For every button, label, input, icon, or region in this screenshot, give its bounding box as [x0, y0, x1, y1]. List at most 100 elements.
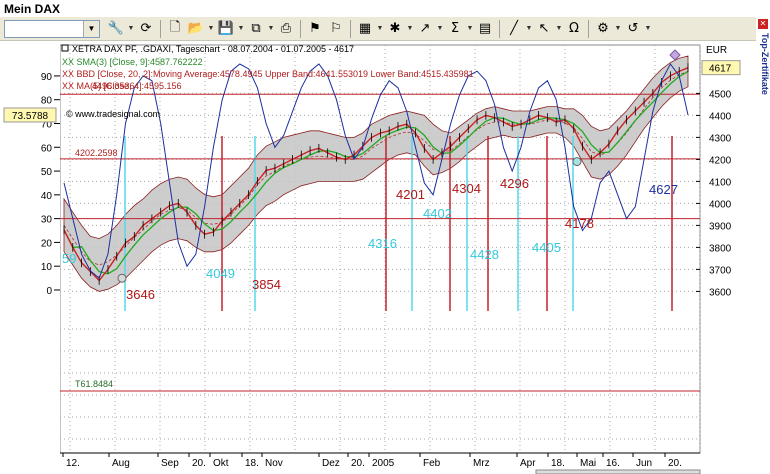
last-price-label: 4617 [709, 64, 732, 75]
dropdown-caret-icon[interactable]: ▼ [376, 25, 384, 32]
osc-tick-label: 10 [41, 262, 53, 273]
osc-marker-box [3, 107, 57, 123]
flag-left-icon[interactable]: ⚑ [309, 21, 321, 36]
plot-area [59, 44, 701, 454]
draw-line-icon[interactable]: ╱ [510, 21, 518, 36]
dropdown-caret-icon[interactable]: ▼ [466, 25, 474, 32]
copy-icon[interactable]: ⧉ [251, 21, 261, 36]
price-tick-label: 4400 [709, 111, 732, 122]
legend-entry: XX BBD [Close, 20, 2]:Moving Average:457… [62, 69, 474, 79]
dropdown-caret-icon[interactable]: ▼ [406, 25, 414, 32]
toolbar-separator [160, 19, 161, 38]
x-tick-label: Okt [213, 458, 229, 469]
x-tick-label: Dez [322, 458, 340, 469]
symbol-combo[interactable]: ▼ [4, 19, 100, 38]
cursor-icon[interactable]: ↖ [538, 21, 550, 36]
side-tab[interactable]: ✕ Top-Zertifikate [756, 17, 770, 147]
price-tick-label: 4500 [709, 89, 732, 100]
properties-icon[interactable]: ▤ [478, 21, 492, 36]
osc-tick-label: 30 [41, 215, 53, 226]
price-tick-label: 3700 [709, 265, 732, 276]
flag-right-icon[interactable]: ⚐ [330, 21, 342, 36]
refresh-icon[interactable]: ⟳ [140, 21, 152, 36]
price-line [63, 67, 689, 282]
last-price-box [701, 60, 741, 76]
open-folder-icon[interactable]: 📂 [187, 21, 205, 36]
chart-window-icon[interactable]: ▦ [358, 21, 372, 36]
osc-tick-label: 50 [41, 167, 53, 178]
x-tick-label: 2005 [372, 458, 395, 469]
osc-tick-label: 80 [41, 96, 53, 107]
annotation-red: 3646 [126, 287, 155, 302]
osc-tick-label: 0 [46, 286, 52, 297]
annotation-red: 4296 [500, 176, 529, 191]
annotation-cyan: 4428 [470, 247, 499, 262]
toolbar-separator [499, 19, 500, 38]
legend-entry: XX MA(5) [Close, 4]:4595.156 [62, 81, 182, 91]
toolbar-separator [588, 19, 589, 38]
header-box-icon [61, 44, 69, 52]
marker-dot [117, 273, 127, 283]
x-tick-label: 20. [351, 458, 365, 469]
dropdown-caret-icon[interactable]: ▼ [436, 25, 444, 32]
save-icon[interactable]: 💾 [217, 21, 235, 36]
x-tick-label: Jun [636, 458, 652, 469]
annotation-cyan: 59 [62, 251, 76, 266]
toolbar-separator [300, 19, 301, 38]
dropdown-caret-icon[interactable]: ▼ [555, 25, 563, 32]
dropdown-caret-icon[interactable]: ▼ [525, 25, 533, 32]
annotation-blue: 4627 [649, 182, 678, 197]
x-tick-label: 18. [551, 458, 565, 469]
annotation-cyan: 4402 [423, 206, 452, 221]
x-tick-label: Mai [580, 458, 596, 469]
chevron-down-icon[interactable]: ▼ [83, 20, 99, 37]
close-icon[interactable]: ✕ [758, 19, 768, 29]
chart-header: XETRA DAX PF, .GDAXI, Tageschart - 08.07… [72, 44, 354, 54]
x-tick-label: 18. [245, 458, 259, 469]
osc-tick-label: 70 [41, 119, 53, 130]
wrench-icon[interactable]: 🔧 [107, 21, 125, 36]
undo-icon[interactable]: ↺ [627, 21, 639, 36]
annotation-red: 4178 [565, 216, 594, 231]
x-tick-label: 20. [192, 458, 206, 469]
price-tick-label: 3800 [709, 243, 732, 254]
dropdown-caret-icon[interactable]: ▼ [237, 25, 245, 32]
trend-icon[interactable]: ↗ [419, 21, 431, 36]
magnet-icon[interactable]: Ω [569, 21, 579, 36]
settings-icon[interactable]: ⚙ [597, 21, 609, 36]
toolbar-separator [350, 19, 351, 38]
osc-marker-label: 73.5788 [12, 111, 49, 122]
annotation-cyan: 4049 [206, 266, 235, 281]
price-tick-label: 3900 [709, 221, 732, 232]
x-tick-label: 16. [606, 458, 620, 469]
window-title: Mein DAX [4, 2, 61, 16]
toolbar-buttons: 🔧 ▼ ⟳ 🗋 📂 ▼ 💾 ▼ ⧉ ▼ ⎙ ⚑ ⚐ ▦ ▼ ✱ ▼ ↗ ▼ Σ ▼ ▤ ╱ ▼ ↖ ▼ Ω ⚙ ▼ ↺ ▼ [106, 19, 652, 39]
moving-average-line [63, 71, 689, 266]
print-icon[interactable]: ⎙ [280, 21, 292, 36]
chart[interactable]: XETRA DAX PF, .GDAXI, Tageschart - 08.07… [0, 41, 756, 474]
level-label: 4202.2598 [75, 148, 118, 158]
price-tick-label: 4200 [709, 155, 732, 166]
x-tick-label: Feb [423, 458, 441, 469]
indicator-icon[interactable]: ✱ [389, 21, 401, 36]
osc-tick-label: 40 [41, 191, 53, 202]
x-tick-label: Sep [161, 458, 179, 469]
dropdown-caret-icon[interactable]: ▼ [614, 25, 622, 32]
annotation-red: 4304 [452, 181, 481, 196]
sum-icon[interactable]: Σ [450, 21, 460, 36]
annotation-cyan: 4405 [532, 240, 561, 255]
annotation-cyan: 4316 [368, 236, 397, 251]
bollinger-band [63, 55, 689, 292]
osc-tick-label: 60 [41, 143, 53, 154]
dropdown-caret-icon[interactable]: ▼ [207, 25, 215, 32]
credit-label: © www.tradesignal.com [66, 109, 160, 119]
new-document-icon[interactable]: 🗋 [169, 19, 181, 35]
dropdown-caret-icon[interactable]: ▼ [127, 25, 135, 32]
x-tick-label: Mrz [473, 458, 490, 469]
toolbar: ▼ 🔧 ▼ ⟳ 🗋 📂 ▼ 💾 ▼ ⧉ ▼ ⎙ ⚑ ⚐ ▦ ▼ ✱ ▼ ↗ ▼ Σ ▼ ▤ ╱ ▼ ↖ ▼ Ω ⚙ ▼ ↺ ▼ [0, 17, 756, 41]
side-tab-label: Top-Zertifikate [760, 33, 770, 95]
horizontal-scrollbar[interactable] [535, 469, 701, 474]
dropdown-caret-icon[interactable]: ▼ [644, 25, 652, 32]
dropdown-caret-icon[interactable]: ▼ [267, 25, 275, 32]
